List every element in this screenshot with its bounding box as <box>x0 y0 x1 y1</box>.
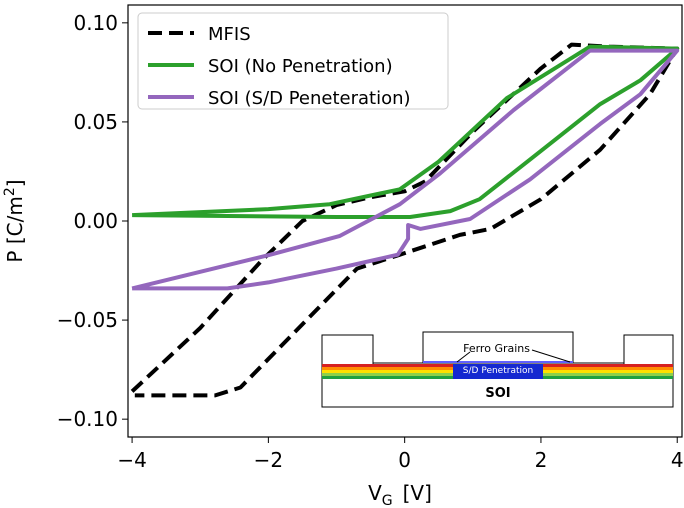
legend-box <box>137 12 449 110</box>
y-tick-label: 0.10 <box>73 11 118 35</box>
x-tick-label: 4 <box>671 448 684 472</box>
y-tick-label: 0.00 <box>73 209 118 233</box>
series-line <box>132 44 680 219</box>
x-tick-label: 2 <box>535 448 548 472</box>
x-axis-label-sub: G <box>382 493 393 508</box>
inset-contact <box>623 334 674 366</box>
y-axis-label-part: ] <box>3 179 27 187</box>
series-line <box>131 48 680 291</box>
legend: MFIS SOI (No Penetration) SOI (S/D Peneter… <box>137 12 449 110</box>
x-axis-label-part: [V] <box>403 481 432 505</box>
inset-penetration <box>453 364 543 379</box>
y-tick-label: 0.05 <box>73 110 118 134</box>
y-axis-label: P [C/m2] <box>2 179 27 262</box>
inset-label: SOI <box>485 386 510 401</box>
y-axis-label-part: P [C/m <box>3 196 27 262</box>
legend-label: SOI (No Penetration) <box>208 56 393 77</box>
legend-label: SOI (S/D Peneteration) <box>208 88 411 109</box>
inset-contact <box>321 334 374 366</box>
y-axis-label-sup: 2 <box>2 187 18 196</box>
x-tick-label: 0 <box>398 448 411 472</box>
inset-gate <box>422 331 574 363</box>
legend-label: MFIS <box>208 24 251 45</box>
inset-label: S/D Penetration <box>463 366 533 376</box>
x-axis-label: VG [V] <box>368 481 432 508</box>
y-tick-label: −0.05 <box>57 308 118 332</box>
inset: Ferro Grains S/D Penetration SOI <box>321 331 674 408</box>
inset-arrow <box>456 351 471 363</box>
inset-label: Ferro Grains <box>463 342 530 355</box>
inset-arrow <box>531 349 571 363</box>
x-tick-label: −2 <box>254 448 283 472</box>
x-axis-label-part: V <box>368 481 382 505</box>
y-tick-label: −0.10 <box>57 407 118 431</box>
x-tick-label: −4 <box>117 448 146 472</box>
plot-frame <box>127 4 683 438</box>
